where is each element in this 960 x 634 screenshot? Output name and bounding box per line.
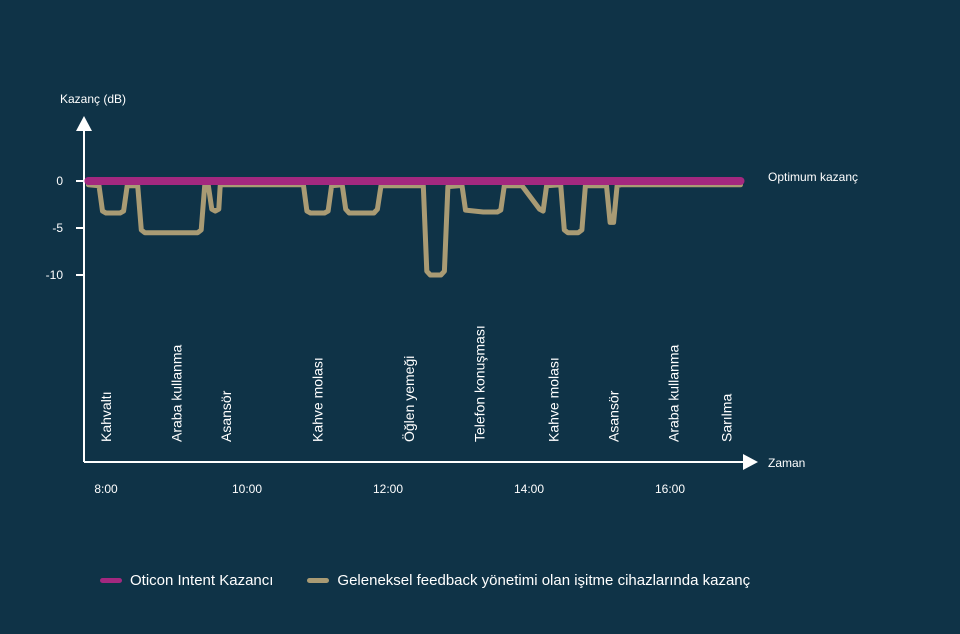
legend-item-oticon: Oticon Intent Kazancı (100, 572, 273, 589)
x-axis-arrow (743, 454, 758, 470)
series-line-conventional (85, 182, 743, 278)
event-label: Öğlen yemeği (400, 356, 417, 442)
y-axis-label: Kazanç (dB) (60, 92, 126, 106)
x-tick-label: 14:00 (514, 482, 544, 496)
legend-swatch-conventional (307, 578, 330, 583)
x-tick-label: 8:00 (94, 482, 118, 496)
legend-item-conventional: Geleneksel feedback yönetimi olan işitme… (307, 572, 750, 589)
y-tick-label: -5 (52, 221, 63, 235)
event-label: Kahve molası (546, 357, 562, 442)
x-tick-label: 16:00 (655, 482, 685, 496)
event-label: Asansör (218, 390, 234, 442)
legend-label-conventional: Geleneksel feedback yönetimi olan işitme… (337, 572, 751, 589)
event-label: Telefon konuşması (472, 325, 488, 442)
event-label: Araba kullanma (169, 345, 185, 442)
x-axis-label: Zaman (768, 456, 805, 470)
legend: Oticon Intent Kazancı Geleneksel feedbac… (100, 572, 784, 589)
event-label: Asansör (606, 390, 622, 442)
event-label: Sarılma (718, 394, 734, 442)
event-label: Araba kullanma (666, 345, 682, 442)
legend-label-oticon: Oticon Intent Kazancı (130, 572, 274, 589)
event-label: Kahve molası (310, 357, 326, 442)
x-tick-label: 10:00 (232, 482, 262, 496)
y-tick-label: -10 (46, 268, 64, 282)
legend-swatch-oticon (100, 578, 122, 583)
event-label: Kahvaltı (98, 391, 114, 442)
y-tick-label: 0 (56, 174, 63, 188)
y-axis-arrow (76, 116, 92, 131)
x-tick-label: 12:00 (373, 482, 403, 496)
optimum-gain-label: Optimum kazanç (768, 170, 858, 184)
